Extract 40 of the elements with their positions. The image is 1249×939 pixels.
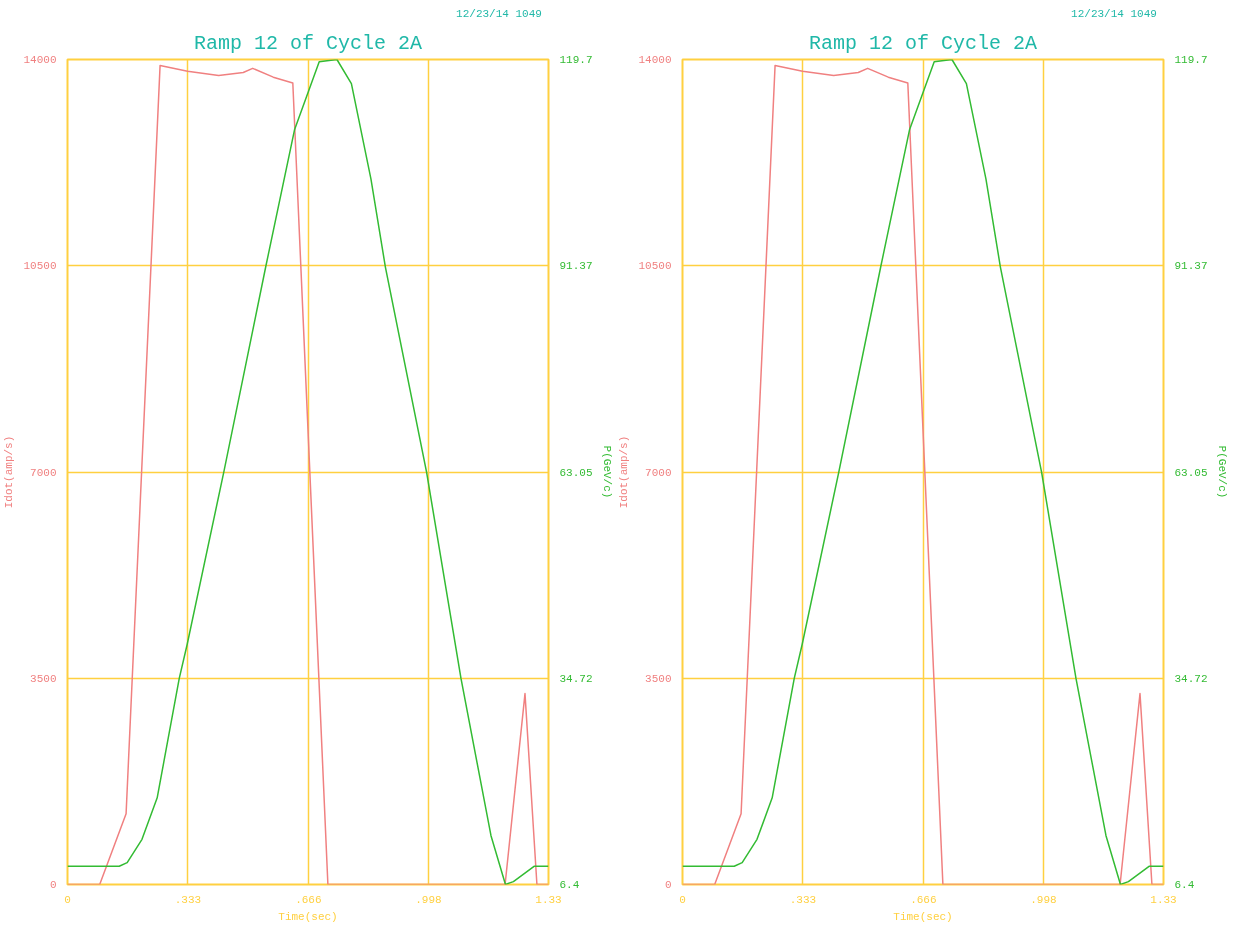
y2-tick-label: 6.4 (559, 879, 580, 891)
y2-tick-label: 119.7 (1174, 54, 1208, 66)
chart-title: Ramp 12 of Cycle 2A (808, 31, 1038, 55)
x-tick-label: 1.33 (535, 893, 562, 906)
x-tick-label: .998 (1030, 893, 1057, 906)
y-axis-title: Idot(amp/s) (618, 435, 631, 509)
x-tick-label: 0 (679, 893, 686, 906)
y-tick-label: 14000 (23, 54, 57, 66)
y2-tick-label: 34.72 (1174, 672, 1208, 685)
y2-tick-label: 6.4 (1174, 879, 1195, 891)
y2-tick-label: 119.7 (559, 54, 593, 66)
text: 12/23/14 1049 (456, 7, 542, 20)
y2-axis-title: P(GeV/c) (1215, 445, 1228, 499)
y-tick-label: 14000 (638, 54, 672, 66)
y2-tick-label: 91.37 (559, 260, 593, 273)
x-tick-label: 1.33 (1150, 893, 1177, 906)
y2-axis-title: P(GeV/c) (600, 445, 613, 499)
y-tick-label: 10500 (638, 260, 672, 273)
x-tick-label: .998 (415, 893, 442, 906)
y-tick-label: 0 (664, 879, 672, 891)
y-axis-title: Idot(amp/s) (3, 435, 16, 509)
x-tick-label: .666 (910, 893, 937, 906)
y2-tick-label: 34.72 (559, 672, 593, 685)
text: 12/23/14 1049 (1071, 7, 1157, 20)
y2-tick-label: 63.05 (1174, 466, 1208, 479)
y2-tick-label: 91.37 (1174, 260, 1208, 273)
y-tick-label: 0 (49, 879, 57, 891)
x-tick-label: .666 (295, 893, 322, 906)
x-axis-title: Time(sec) (278, 910, 338, 923)
y-tick-label: 3500 (645, 672, 672, 685)
y-tick-label: 3500 (30, 672, 57, 685)
x-axis-title: Time(sec) (893, 910, 953, 923)
y-tick-label: 10500 (23, 260, 57, 273)
x-tick-label: .333 (789, 893, 817, 906)
y-tick-label: 7000 (30, 466, 57, 479)
y-tick-label: 7000 (645, 466, 672, 479)
chart-title: Ramp 12 of Cycle 2A (193, 31, 423, 55)
x-tick-label: 0 (64, 893, 71, 906)
y2-tick-label: 63.05 (559, 466, 593, 479)
x-tick-label: .333 (174, 893, 202, 906)
